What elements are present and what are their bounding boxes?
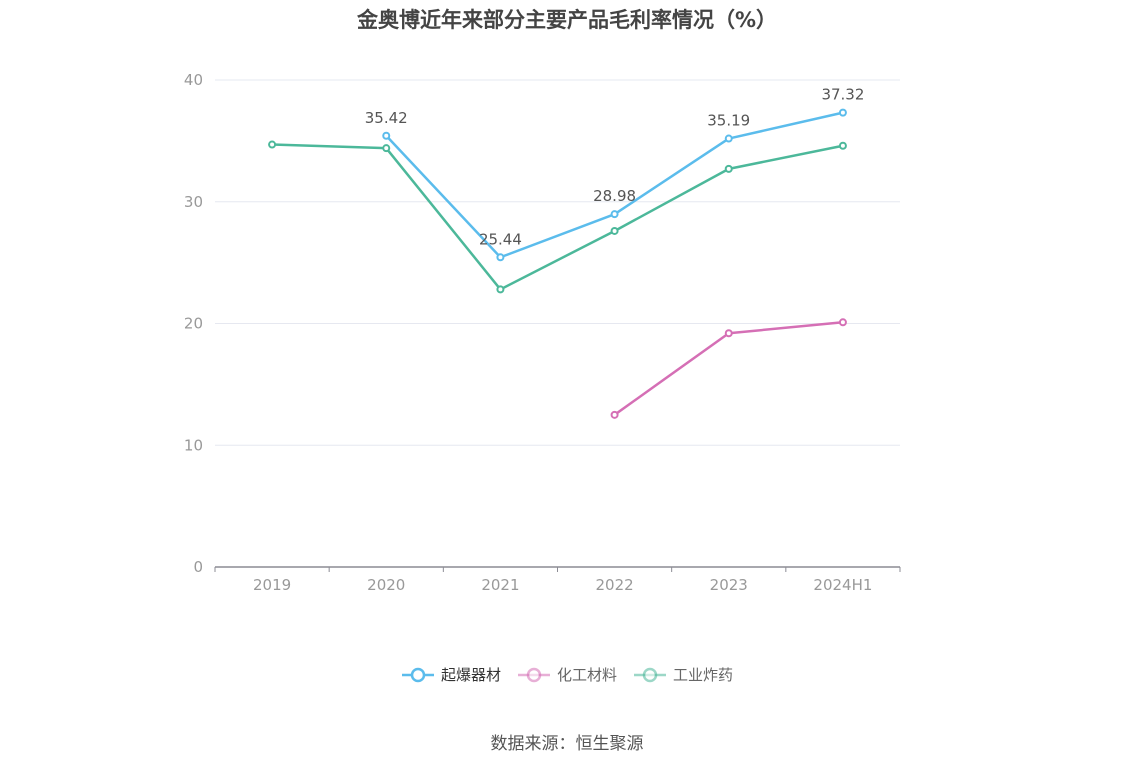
data-point — [724, 329, 733, 338]
data-point — [496, 285, 505, 294]
x-tick-label: 2020 — [367, 576, 405, 594]
data-point — [382, 144, 391, 153]
legend-item[interactable]: 工业炸药 — [633, 664, 733, 685]
x-tick-label: 2024H1 — [813, 576, 872, 594]
data-point — [610, 210, 619, 219]
legend-label: 化工材料 — [556, 666, 617, 684]
legend-label: 工业炸药 — [673, 666, 734, 684]
data-label: 25.44 — [479, 230, 522, 248]
data-point — [382, 131, 391, 140]
data-point — [610, 226, 619, 235]
data-point — [724, 134, 733, 143]
data-point — [724, 164, 733, 173]
x-axis — [214, 566, 901, 572]
series-group — [268, 108, 847, 419]
legend-marker-icon — [517, 667, 550, 682]
x-tick-label: 2019 — [253, 576, 291, 594]
y-tick-label: 30 — [184, 193, 203, 211]
x-tick-label: 2023 — [710, 576, 748, 594]
data-point — [496, 253, 505, 262]
y-tick-label: 20 — [184, 315, 203, 333]
legend-marker-icon — [401, 667, 434, 682]
data-point — [268, 140, 277, 149]
data-label: 37.32 — [821, 86, 864, 104]
x-tick-label: 2022 — [595, 576, 633, 594]
data-point — [838, 141, 847, 150]
legend: 起爆器材 化工材料 工业炸药 — [0, 664, 1134, 685]
x-tick-label: 2021 — [481, 576, 519, 594]
chart-title: 金奥博近年来部分主要产品毛利率情况（%） — [356, 8, 778, 32]
data-point — [610, 410, 619, 419]
legend-item[interactable]: 化工材料 — [517, 664, 617, 685]
axis-ticks: 0 10 20 30 40 2019 2020 2021 2022 2023 2024H1 — [184, 71, 873, 594]
data-label: 28.98 — [593, 187, 636, 205]
legend-marker-icon — [634, 667, 666, 682]
legend-item[interactable]: 起爆器材 — [401, 664, 501, 685]
data-point — [838, 318, 847, 327]
data-source: 数据来源：恒生聚源 — [490, 734, 644, 754]
data-label: 35.42 — [365, 109, 408, 127]
data-point — [838, 108, 847, 117]
y-tick-label: 40 — [184, 71, 203, 89]
series-line — [272, 143, 844, 291]
grid-lines — [215, 79, 900, 446]
y-tick-label: 0 — [193, 558, 203, 576]
data-label: 35.19 — [707, 112, 750, 130]
y-tick-label: 10 — [184, 436, 203, 454]
data-labels: 35.42 25.44 28.98 35.19 37.32 — [365, 86, 865, 249]
series-line — [385, 111, 844, 259]
legend-label: 起爆器材 — [440, 666, 501, 684]
